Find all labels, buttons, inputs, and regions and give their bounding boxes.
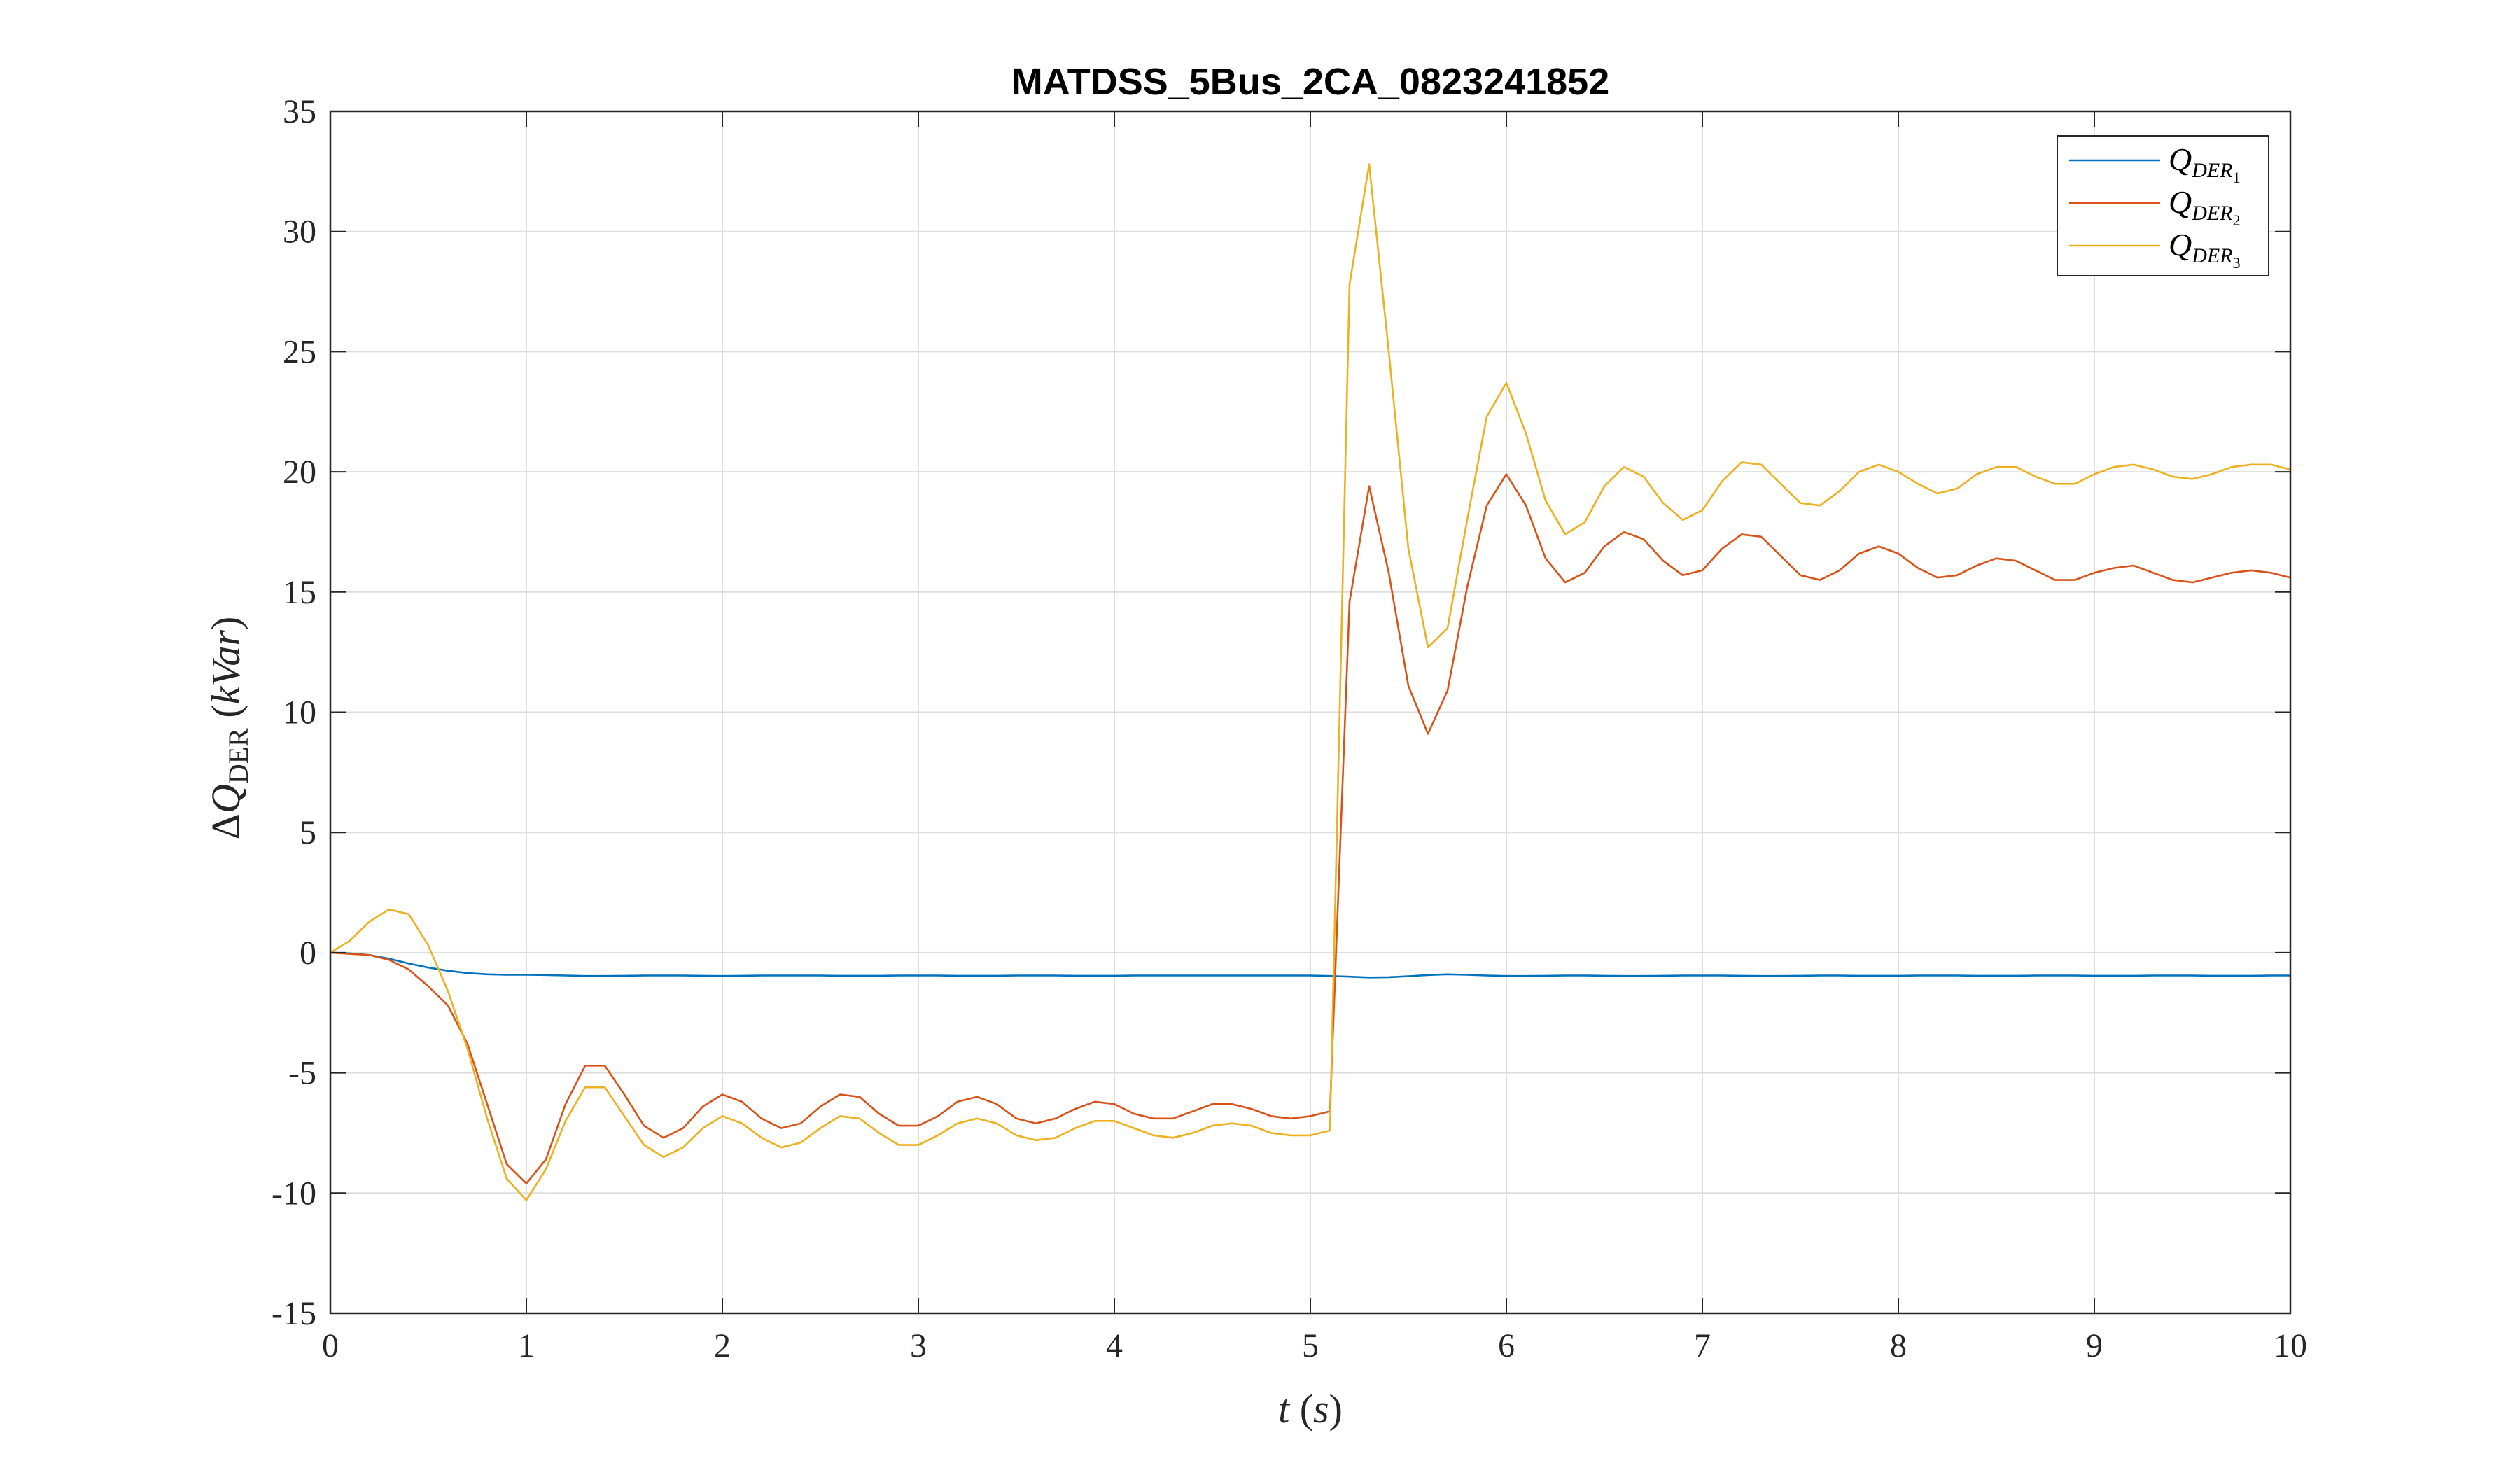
legend-label-sub: DER bbox=[2191, 159, 2232, 182]
series-line-1 bbox=[330, 951, 2290, 979]
y-tick-label: 25 bbox=[283, 333, 316, 370]
x-tick-label: 8 bbox=[1890, 1327, 1907, 1364]
x-axis-label-unit: s bbox=[1313, 1386, 1329, 1432]
legend-label-base: Q bbox=[2169, 227, 2192, 262]
series-line-2 bbox=[330, 473, 2291, 1184]
x-tick-label: 0 bbox=[322, 1327, 339, 1364]
x-tick-label: 5 bbox=[1302, 1327, 1319, 1364]
y-tick-label: 35 bbox=[283, 93, 316, 130]
y-tick-label: -10 bbox=[272, 1175, 316, 1212]
legend-label-subsub: 3 bbox=[2233, 254, 2241, 272]
y-axis-label-var: Q bbox=[203, 784, 248, 813]
legend-label-sub: DER bbox=[2191, 202, 2232, 225]
legend-label-base: Q bbox=[2169, 184, 2192, 220]
legend-label-subsub: 1 bbox=[2233, 169, 2241, 186]
legend-label-2: QDER2 bbox=[2169, 184, 2241, 229]
x-axis-label-var: t bbox=[1278, 1386, 1291, 1432]
legend-label-3: QDER3 bbox=[2169, 227, 2241, 272]
y-axis-label-delta: Δ bbox=[203, 813, 248, 839]
legend-label-1: QDER1 bbox=[2169, 141, 2241, 186]
x-tick-label: 3 bbox=[910, 1327, 927, 1364]
x-tick-label: 9 bbox=[2086, 1327, 2103, 1364]
x-tick-label: 6 bbox=[1498, 1327, 1515, 1364]
y-tick-label: -15 bbox=[272, 1295, 316, 1332]
y-tick-label: 10 bbox=[283, 694, 316, 732]
axes bbox=[329, 110, 2292, 1315]
y-tick-label: 5 bbox=[300, 814, 316, 851]
x-tick-label: 7 bbox=[1694, 1327, 1711, 1364]
chart-title: MATDSS_5Bus_2CA_0823241852 bbox=[1011, 61, 1609, 103]
x-axis-label: t (s) bbox=[1278, 1386, 1343, 1432]
x-tick-label: 2 bbox=[714, 1327, 731, 1364]
y-axis-label: ΔQDER (kVar) bbox=[203, 617, 254, 840]
y-tick-label: 30 bbox=[283, 214, 316, 251]
x-tick-label: 4 bbox=[1106, 1327, 1123, 1364]
legend-label-sub: DER bbox=[2191, 244, 2232, 267]
legend-box bbox=[2057, 135, 2269, 276]
y-axis-label-unit: kVar bbox=[203, 630, 248, 705]
legend-label-base: Q bbox=[2169, 141, 2192, 177]
tick-labels: 0 1 2 3 4 5 6 7 8 9 10 -15 -10 -5 0 5 10 15 20 25 30 35 bbox=[272, 93, 2307, 1364]
x-tick-label: 1 bbox=[518, 1327, 535, 1364]
plot-series bbox=[330, 163, 2291, 1201]
y-tick-label: 0 bbox=[300, 934, 316, 972]
y-tick-label: -5 bbox=[288, 1055, 316, 1092]
grid-lines bbox=[330, 111, 2290, 1313]
y-tick-label: 15 bbox=[283, 574, 316, 611]
y-tick-label: 20 bbox=[283, 454, 316, 491]
series-line-3 bbox=[330, 163, 2291, 1201]
x-tick-label: 10 bbox=[2274, 1327, 2307, 1364]
y-axis-label-sub: DER bbox=[223, 728, 254, 784]
legend-label-subsub: 2 bbox=[2233, 211, 2241, 229]
